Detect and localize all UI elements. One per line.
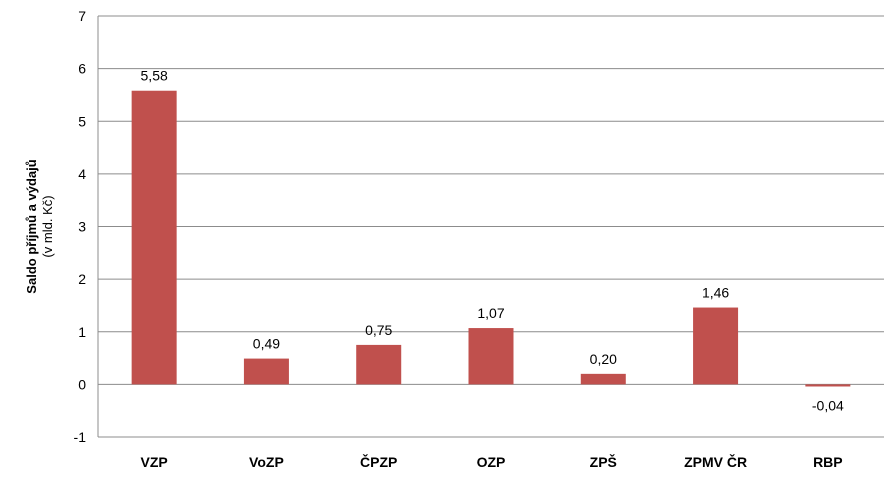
category-label: RBP [813,454,843,470]
y-tick-label: 5 [78,113,86,129]
y-axis-subtitle: (v mld. Kč) [40,195,55,257]
category-label: VoZP [249,454,284,470]
y-tick-label: 4 [78,166,86,182]
data-label: 0,49 [253,336,280,352]
y-axis-title: Saldo příjmů a výdajů [24,159,39,293]
y-tick-label: 3 [78,219,86,235]
bar [243,358,289,385]
y-tick-label: 0 [78,376,86,392]
category-label: ČPZP [360,453,397,470]
data-label: 1,46 [702,285,729,301]
bar [580,373,626,385]
category-labels: VZP VoZP ČPZP OZP ZPŠ ZPMV ČR RBP [141,453,843,470]
bar [356,344,402,385]
category-label: ZPŠ [590,453,617,470]
bars [131,90,851,387]
bar [468,328,514,385]
data-label: 1,07 [477,305,504,321]
y-tick-label: -1 [74,429,87,445]
bar [693,307,739,385]
y-tick-label: 2 [78,271,86,287]
category-label: OZP [477,454,506,470]
gridlines [98,15,884,438]
y-tick-label: 7 [78,8,86,24]
y-tick-labels: -1 0 1 2 3 4 5 6 7 [74,8,87,445]
bar [805,384,851,387]
data-label: -0,04 [812,397,844,413]
data-label: 0,75 [365,322,392,338]
y-tick-label: 6 [78,61,86,77]
category-label: VZP [141,454,168,470]
data-label: 5,58 [141,68,168,84]
bar [131,90,177,385]
data-labels: 5,58 0,49 0,75 1,07 0,20 1,46 -0,04 [141,68,845,414]
data-label: 0,20 [590,351,617,367]
category-label: ZPMV ČR [684,453,747,470]
y-tick-label: 1 [78,324,86,340]
